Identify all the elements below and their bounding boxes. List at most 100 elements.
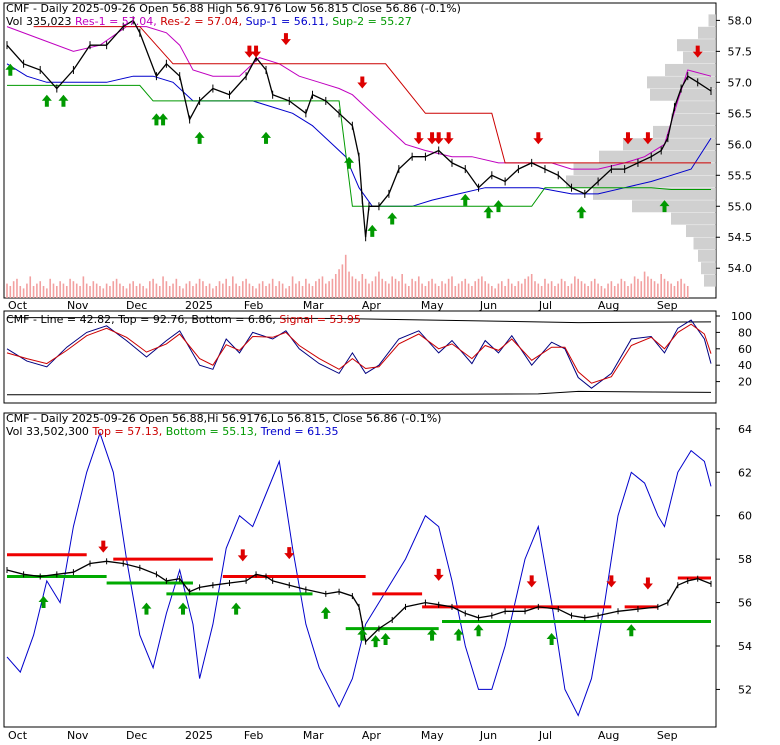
stochastic-top-line bbox=[7, 317, 712, 324]
volume-bar bbox=[471, 286, 473, 298]
volume-profile-bar bbox=[701, 262, 716, 275]
volume-bar bbox=[62, 283, 65, 298]
volume-bar bbox=[122, 286, 125, 298]
volume-profile-bar bbox=[632, 200, 716, 213]
sell-arrow bbox=[642, 132, 653, 145]
trend-panel-frame bbox=[3, 412, 717, 728]
stochastic-ytick-label: 40 bbox=[738, 359, 752, 372]
volume-bar bbox=[421, 283, 423, 298]
volume-bar bbox=[298, 281, 301, 298]
trend-sell-arrow bbox=[526, 575, 537, 588]
volume-bar bbox=[59, 281, 61, 298]
trend-ytick-label: 52 bbox=[738, 683, 752, 696]
volume-bar bbox=[82, 276, 85, 298]
volume-bar bbox=[202, 281, 204, 298]
trend-ytick-label: 64 bbox=[738, 423, 752, 436]
volume-bar bbox=[135, 286, 138, 298]
buy-arrow bbox=[58, 94, 69, 107]
volume-bar bbox=[305, 278, 307, 298]
volume-bar bbox=[26, 283, 28, 298]
volume-bar bbox=[361, 274, 364, 298]
volume-bar bbox=[178, 286, 181, 298]
price-xtick-label: Jul bbox=[538, 299, 552, 312]
trend-xtick-label: Mar bbox=[303, 729, 324, 742]
trend-xtick-label: Dec bbox=[126, 729, 147, 742]
volume-bar bbox=[112, 281, 115, 298]
volume-bar bbox=[152, 278, 154, 298]
volume-bar bbox=[637, 278, 639, 298]
price-xtick-label: Jun bbox=[479, 299, 497, 312]
volume-bar bbox=[557, 283, 560, 298]
buy-arrow bbox=[151, 113, 162, 126]
sell-arrow bbox=[244, 45, 255, 58]
volume-bar bbox=[132, 281, 134, 298]
stochastic-header-part: Top = 92.76, Bottom = 6.86, bbox=[117, 313, 279, 326]
price-panel-frame bbox=[3, 2, 717, 299]
volume-bar bbox=[215, 286, 218, 298]
stochastic-ytick-label: 20 bbox=[738, 376, 752, 389]
volume-bar bbox=[554, 286, 556, 298]
volume-bar bbox=[185, 283, 188, 298]
buy-arrow bbox=[344, 156, 355, 169]
volume-bar bbox=[564, 281, 566, 298]
volume-bar bbox=[590, 281, 593, 298]
volume-bar bbox=[115, 278, 118, 298]
trend-buy-arrow bbox=[453, 628, 464, 641]
volume-bar bbox=[391, 276, 394, 298]
volume-bar bbox=[597, 283, 599, 298]
trend-buy-arrow bbox=[231, 602, 242, 615]
volume-bar bbox=[72, 281, 75, 298]
trend-ytick-label: 56 bbox=[738, 597, 752, 610]
volume-bar bbox=[434, 283, 437, 298]
volume-bar bbox=[481, 276, 483, 298]
volume-bar bbox=[89, 286, 91, 298]
trend-header-values-part: Bottom = 55.13, bbox=[166, 425, 261, 438]
volume-bar bbox=[344, 254, 347, 298]
price-xtick-label: Sep bbox=[657, 299, 678, 312]
volume-bar bbox=[192, 286, 194, 298]
volume-bar bbox=[394, 278, 397, 298]
volume-bar bbox=[36, 283, 38, 298]
volume-bar bbox=[650, 278, 653, 298]
volume-profile-bar bbox=[708, 14, 716, 27]
price-ytick-label: 57.0 bbox=[728, 76, 753, 89]
trend-xtick-label: Aug bbox=[598, 729, 619, 742]
volume-bar bbox=[444, 283, 447, 298]
volume-profile-bar bbox=[653, 125, 716, 138]
volume-bar bbox=[378, 271, 380, 298]
trend-buy-arrow bbox=[357, 628, 368, 641]
stochastic-bottom-line bbox=[7, 390, 712, 396]
volume-bar bbox=[295, 283, 297, 298]
volume-bar bbox=[653, 281, 656, 298]
price-xtick-label: Aug bbox=[598, 299, 619, 312]
volume-bar bbox=[19, 286, 22, 298]
trend-ytick-label: 60 bbox=[738, 510, 752, 523]
volume-bar bbox=[544, 278, 546, 298]
volume-bar bbox=[427, 281, 430, 298]
volume-bar bbox=[29, 276, 32, 298]
volume-bar bbox=[520, 283, 523, 298]
volume-bar bbox=[334, 274, 337, 298]
volume-profile-bar bbox=[593, 187, 716, 200]
volume-bar bbox=[46, 288, 48, 298]
buy-arrow bbox=[367, 224, 378, 237]
volume-bar bbox=[680, 278, 682, 298]
trend-xtick-label: Sep bbox=[657, 729, 678, 742]
volume-bar bbox=[550, 281, 553, 298]
trend-sell-arrow bbox=[284, 547, 295, 560]
volume-bar bbox=[686, 286, 689, 298]
volume-bar bbox=[587, 286, 589, 298]
volume-bar bbox=[69, 278, 71, 298]
price-ytick-label: 56.5 bbox=[728, 107, 753, 120]
volume-bar bbox=[92, 281, 95, 298]
volume-bar bbox=[537, 283, 540, 298]
buy-arrow bbox=[41, 94, 52, 107]
buy-arrow bbox=[194, 131, 205, 144]
volume-bar bbox=[527, 276, 530, 298]
volume-bar bbox=[6, 283, 8, 298]
volume-profile-bar bbox=[566, 175, 716, 188]
sell-arrow bbox=[251, 45, 262, 58]
volume-bar bbox=[125, 288, 128, 298]
trend-buy-arrow bbox=[626, 624, 637, 637]
volume-bar bbox=[338, 269, 340, 298]
